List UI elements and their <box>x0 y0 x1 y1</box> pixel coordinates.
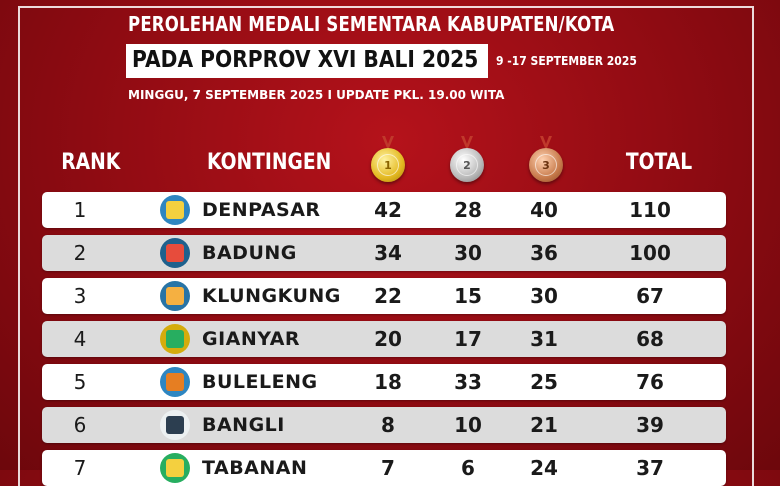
event-dates: 9 -17 SEPTEMBER 2025 <box>496 54 637 68</box>
table-row: 2 BADUNG 34 30 36 100 <box>42 235 726 271</box>
header-rank: RANK <box>61 150 121 175</box>
kontingen-cell: TABANAN <box>202 457 308 479</box>
kontingen-cell: KLUNGKUNG <box>202 285 341 307</box>
total-cell: 67 <box>636 284 664 308</box>
table-row: 1 DENPASAR 42 28 40 110 <box>42 192 726 228</box>
bronze-cell: 36 <box>530 241 558 265</box>
rank-cell: 2 <box>73 241 87 265</box>
bronze-cell: 24 <box>530 456 558 480</box>
title-line-2: PADA PORPROV XVI BALI 2025 <box>132 47 479 73</box>
total-cell: 39 <box>636 413 664 437</box>
total-cell: 37 <box>636 456 664 480</box>
buleleng-emblem-icon <box>160 367 190 397</box>
bronze-cell: 31 <box>530 327 558 351</box>
silver-medal-label: 2 <box>463 158 471 172</box>
rank-cell: 7 <box>73 456 87 480</box>
kontingen-cell: BANGLI <box>202 414 285 436</box>
silver-cell: 30 <box>454 241 482 265</box>
bronze-medal-icon: 3 <box>529 148 563 182</box>
title-line-1: PEROLEHAN MEDALI SEMENTARA KABUPATEN/KOT… <box>128 12 615 36</box>
bronze-cell: 40 <box>530 198 558 222</box>
kontingen-cell: GIANYAR <box>202 328 301 350</box>
denpasar-emblem-icon <box>160 195 190 225</box>
header-total: TOTAL <box>625 150 693 175</box>
rank-cell: 4 <box>73 327 87 351</box>
bronze-cell: 25 <box>530 370 558 394</box>
gold-cell: 34 <box>374 241 402 265</box>
table-row: 7 TABANAN 7 6 24 37 <box>42 450 726 486</box>
table-row: 4 GIANYAR 20 17 31 68 <box>42 321 726 357</box>
gold-ribbon-icon <box>382 136 394 148</box>
silver-cell: 15 <box>454 284 482 308</box>
rank-cell: 1 <box>73 198 87 222</box>
silver-cell: 33 <box>454 370 482 394</box>
total-cell: 110 <box>629 198 671 222</box>
badung-emblem-icon <box>160 238 190 268</box>
poster-frame <box>18 6 754 486</box>
total-cell: 68 <box>636 327 664 351</box>
rank-cell: 6 <box>73 413 87 437</box>
table-row: 6 BANGLI 8 10 21 39 <box>42 407 726 443</box>
bronze-cell: 30 <box>530 284 558 308</box>
table-row: 3 KLUNGKUNG 22 15 30 67 <box>42 278 726 314</box>
bronze-ribbon-icon <box>540 136 552 148</box>
gold-cell: 22 <box>374 284 402 308</box>
silver-medal-icon: 2 <box>450 148 484 182</box>
title-line-2-box: PADA PORPROV XVI BALI 2025 <box>126 44 488 78</box>
kontingen-cell: DENPASAR <box>202 199 321 221</box>
gold-medal-label: 1 <box>384 158 392 172</box>
gianyar-emblem-icon <box>160 324 190 354</box>
gold-cell: 42 <box>374 198 402 222</box>
bronze-medal-label: 3 <box>542 158 550 172</box>
header-kontingen: KONTINGEN <box>206 150 332 175</box>
silver-cell: 10 <box>454 413 482 437</box>
gold-medal-icon: 1 <box>371 148 405 182</box>
table-row: 5 BULELENG 18 33 25 76 <box>42 364 726 400</box>
total-cell: 100 <box>629 241 671 265</box>
total-cell: 76 <box>636 370 664 394</box>
rank-cell: 5 <box>73 370 87 394</box>
rank-cell: 3 <box>73 284 87 308</box>
kontingen-cell: BULELENG <box>202 371 318 393</box>
silver-cell: 28 <box>454 198 482 222</box>
silver-cell: 17 <box>454 327 482 351</box>
gold-cell: 18 <box>374 370 402 394</box>
update-info: MINGGU, 7 SEPTEMBER 2025 I UPDATE PKL. 1… <box>128 88 505 102</box>
kontingen-cell: BADUNG <box>202 242 297 264</box>
tabanan-emblem-icon <box>160 453 190 483</box>
silver-ribbon-icon <box>461 136 473 148</box>
bangli-emblem-icon <box>160 410 190 440</box>
gold-cell: 8 <box>381 413 395 437</box>
klungkung-emblem-icon <box>160 281 190 311</box>
bronze-cell: 21 <box>530 413 558 437</box>
gold-cell: 7 <box>381 456 395 480</box>
gold-cell: 20 <box>374 327 402 351</box>
silver-cell: 6 <box>461 456 475 480</box>
